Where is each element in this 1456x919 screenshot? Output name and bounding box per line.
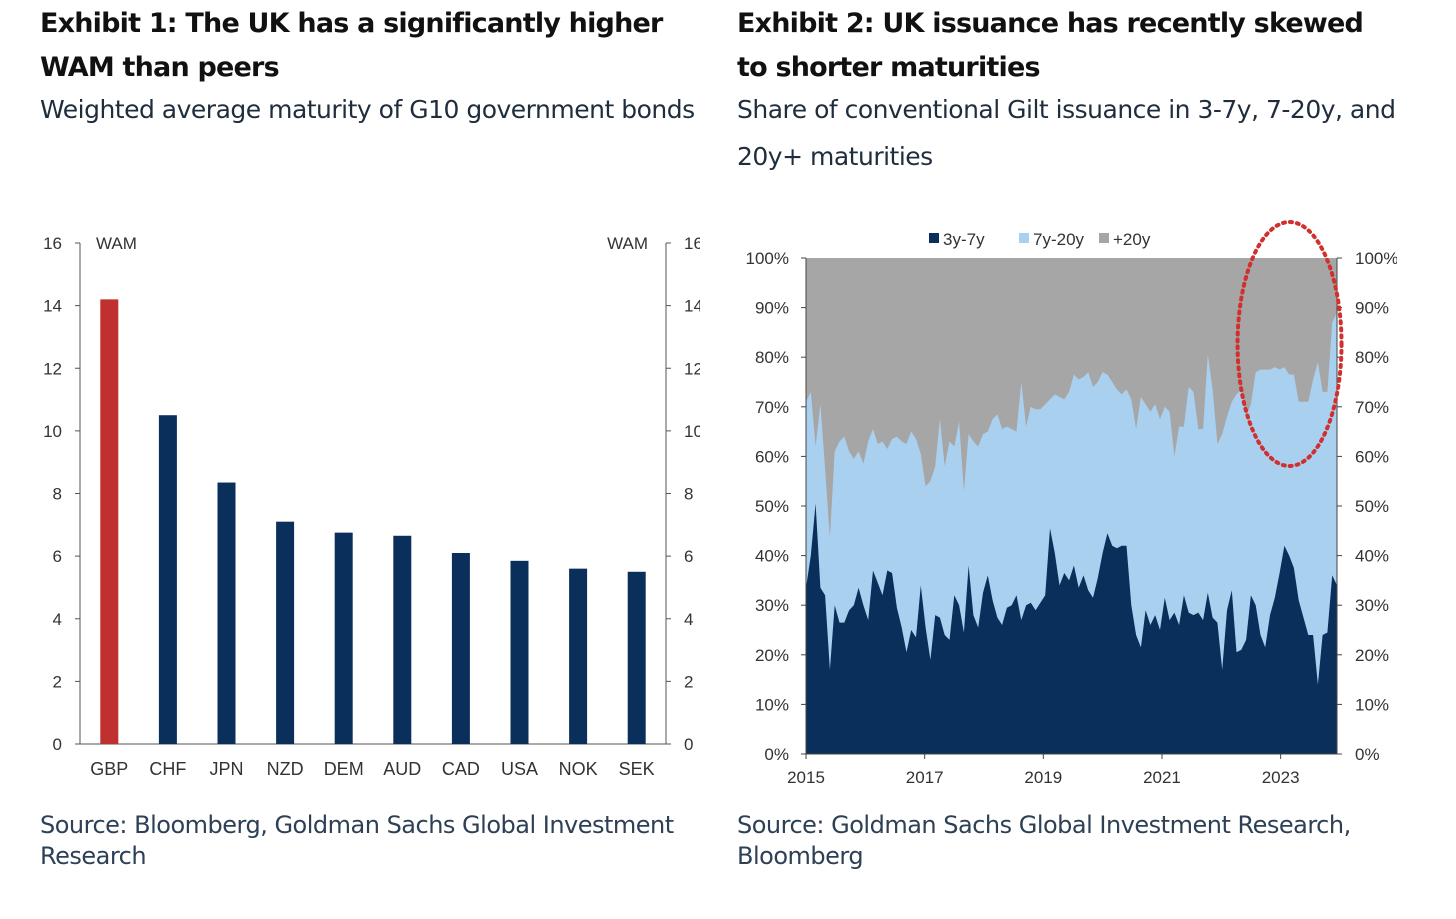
category-label: SEK: [619, 759, 655, 779]
x-tick-label: 2017: [906, 768, 944, 787]
exhibit-2-source: Source: Goldman Sachs Global Investment …: [737, 811, 1351, 870]
right-tick-label: 12: [684, 359, 700, 378]
left-tick-label: 100%: [746, 249, 789, 268]
exhibit-1-source: Source: Bloomberg, Goldman Sachs Global …: [40, 811, 674, 870]
bar-chf: [158, 415, 177, 744]
right-tick-label: 10%: [1355, 695, 1389, 714]
x-tick-label: 2015: [787, 768, 825, 787]
right-tick-label: 100%: [1355, 249, 1397, 268]
category-label: DEM: [324, 759, 364, 779]
exhibit-1-title: Exhibit 1: The UK has a significantly hi…: [40, 8, 663, 83]
exhibit-2-panel: Exhibit 2: UK issuance has recently skew…: [697, 0, 1397, 919]
bar-usa: [510, 560, 529, 744]
legend-label: 7y-20y: [1033, 230, 1085, 249]
right-axis-label: WAM: [607, 234, 648, 253]
legend-swatch-plus20y: [1099, 233, 1109, 243]
x-tick-label: 2021: [1143, 768, 1181, 787]
right-tick-label: 6: [684, 547, 693, 566]
left-tick-label: 20%: [755, 646, 789, 665]
left-tick-label: 14: [43, 297, 62, 316]
left-tick-label: 2: [53, 672, 62, 691]
x-tick-label: 2019: [1024, 768, 1062, 787]
legend-swatch-7y-20y: [1019, 233, 1029, 243]
right-tick-label: 16: [684, 234, 700, 253]
bar-jpn: [217, 482, 236, 744]
left-tick-label: 40%: [755, 547, 789, 566]
right-tick-label: 40%: [1355, 547, 1389, 566]
left-tick-label: 16: [43, 234, 62, 253]
right-tick-label: 14: [684, 297, 700, 316]
left-tick-label: 90%: [755, 299, 789, 318]
right-tick-label: 20%: [1355, 646, 1389, 665]
left-tick-label: 4: [53, 610, 62, 629]
legend-label: +20y: [1113, 230, 1151, 249]
bar-sek: [627, 571, 646, 744]
left-tick-label: 10%: [755, 695, 789, 714]
exhibit-1-subtitle: Weighted average maturity of G10 governm…: [40, 95, 695, 124]
legend-label: 3y-7y: [943, 230, 985, 249]
left-tick-label: 0: [53, 735, 62, 754]
bar-aud: [393, 535, 412, 744]
category-label: CAD: [442, 759, 480, 779]
right-tick-label: 90%: [1355, 299, 1389, 318]
right-tick-label: 50%: [1355, 497, 1389, 516]
exhibit-2-title: Exhibit 2: UK issuance has recently skew…: [737, 8, 1364, 83]
right-tick-label: 8: [684, 485, 693, 504]
left-tick-label: 10: [43, 422, 62, 441]
right-tick-label: 0: [684, 735, 693, 754]
category-label: CHF: [149, 759, 186, 779]
bar-dem: [334, 532, 353, 744]
bar-nok: [569, 568, 588, 744]
left-tick-label: 0%: [764, 745, 789, 764]
category-label: NOK: [559, 759, 598, 779]
left-tick-label: 12: [43, 359, 62, 378]
exhibit-1-panel: Exhibit 1: The UK has a significantly hi…: [0, 0, 700, 919]
highlight-ellipse: [1235, 220, 1344, 468]
bar-nzd: [276, 521, 295, 744]
category-label: USA: [501, 759, 538, 779]
wam-bar-chart: 0 0 2 2 4 4 6 6 8 8 10 10 12 12 14 14 16 16 WAM WAM GBP CHF JP…: [43, 234, 700, 779]
area-3y-7y: [806, 503, 1337, 754]
right-tick-label: 10: [684, 422, 700, 441]
right-tick-label: 80%: [1355, 348, 1389, 367]
left-tick-label: 30%: [755, 596, 789, 615]
x-tick-label: 2023: [1262, 768, 1300, 787]
right-tick-label: 2: [684, 672, 693, 691]
left-tick-label: 8: [53, 485, 62, 504]
right-tick-label: 30%: [1355, 596, 1389, 615]
left-tick-label: 70%: [755, 398, 789, 417]
left-tick-label: 6: [53, 547, 62, 566]
bar-cad: [451, 552, 470, 744]
category-label: JPN: [209, 759, 243, 779]
left-axis-label: WAM: [96, 234, 137, 253]
right-tick-label: 4: [684, 610, 693, 629]
category-label: AUD: [383, 759, 421, 779]
left-tick-label: 60%: [755, 447, 789, 466]
left-tick-label: 80%: [755, 348, 789, 367]
category-label: GBP: [90, 759, 128, 779]
right-tick-label: 70%: [1355, 398, 1389, 417]
right-tick-label: 0%: [1355, 745, 1380, 764]
left-tick-label: 50%: [755, 497, 789, 516]
right-tick-label: 60%: [1355, 447, 1389, 466]
bar-gbp: [100, 299, 119, 744]
category-label: NZD: [267, 759, 304, 779]
gilt-issuance-area-chart: 0% 0% 10% 10% 20% 20% 30% 30% 40% 40% 50% 50% 60% 60%…: [746, 220, 1397, 787]
exhibit-2-subtitle: Share of conventional Gilt issuance in 3…: [737, 95, 1396, 171]
legend-swatch-3y-7y: [929, 233, 939, 243]
